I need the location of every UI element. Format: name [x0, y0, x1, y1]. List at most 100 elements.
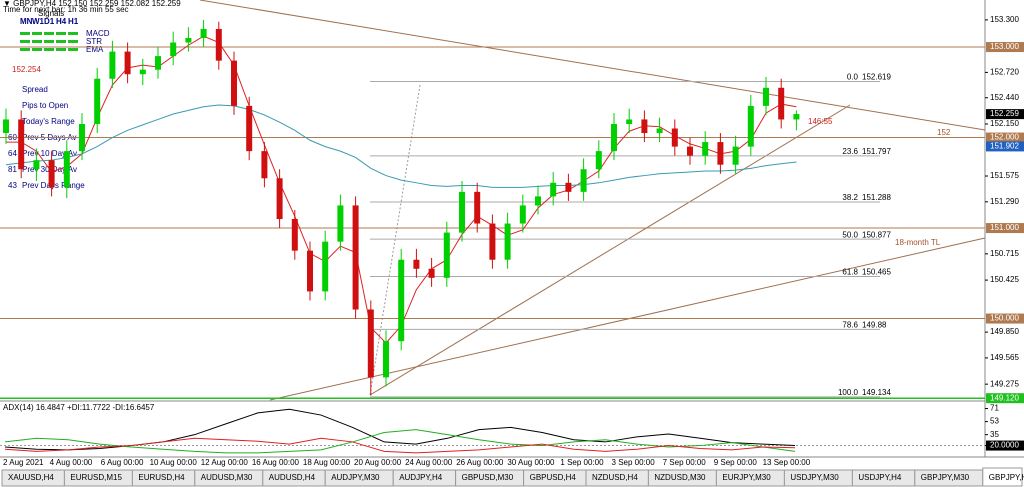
price-box	[986, 393, 1024, 404]
candle-body	[337, 205, 344, 242]
tab-label[interactable]: EURUSD,H4	[138, 473, 185, 482]
candle-body	[793, 114, 800, 120]
level-label: 152	[937, 128, 951, 137]
x-tick-label: 26 Aug 00:00	[456, 458, 504, 467]
candle-body	[428, 268, 435, 278]
candle-body	[3, 119, 9, 134]
candle-body	[519, 205, 526, 224]
fib-ratio: 23.6	[842, 147, 858, 156]
adx-level-box	[986, 440, 1024, 451]
tab-label[interactable]: XAUUSD,H4	[8, 473, 54, 482]
info-label: Prev 10 Day Av	[22, 149, 77, 158]
adx-tick-label: 35	[990, 430, 999, 439]
candle-body	[124, 51, 131, 75]
y-tick-label: 149.275	[990, 379, 1019, 388]
x-tick-label: 24 Aug 00:00	[405, 458, 453, 467]
price-box	[986, 141, 1024, 152]
fib-value: 152.619	[862, 73, 891, 82]
indicator: STR	[86, 37, 102, 46]
candle-body	[276, 178, 283, 220]
info-label: Spread	[22, 85, 48, 94]
tab-label[interactable]: GBPJPY,M30	[921, 473, 970, 482]
last-price: 152.254	[12, 65, 41, 74]
tab-label[interactable]: NZDUSD,M30	[654, 473, 706, 482]
tab-label[interactable]: GBPUSD,M30	[462, 473, 514, 482]
timer: Time for next bar: 1h 36 min 55 sec	[3, 5, 129, 14]
x-tick-label: 30 Aug 00:00	[507, 458, 555, 467]
x-tick-label: 6 Aug 00:00	[101, 458, 144, 467]
x-tick-label: 13 Sep 00:00	[763, 458, 811, 467]
candle-body	[291, 219, 298, 251]
candle-body	[215, 28, 222, 61]
tab-label[interactable]: AUDJPY,H4	[399, 473, 443, 482]
x-tick-label: 2 Aug 2021	[3, 458, 44, 467]
timeframe: MN	[20, 17, 33, 26]
signal-dash	[44, 48, 54, 51]
candle-body	[413, 259, 420, 269]
fib-value: 151.288	[862, 193, 891, 202]
candle-body	[383, 341, 389, 378]
tab-label[interactable]: NZDUSD,H4	[592, 473, 638, 482]
indicator: MACD	[86, 29, 110, 38]
x-tick-label: 7 Sep 00:00	[663, 458, 707, 467]
candle-body	[595, 151, 602, 170]
y-tick-label: 149.565	[990, 353, 1019, 362]
y-tick-label: 150.715	[990, 249, 1019, 258]
price-box	[986, 223, 1024, 234]
fib-value: 149.88	[862, 321, 887, 330]
x-tick-label: 20 Aug 00:00	[354, 458, 402, 467]
signal-dash	[32, 48, 42, 51]
signal-dash	[20, 48, 30, 51]
timeframe: D1	[44, 17, 55, 26]
y-tick-label: 149.850	[990, 327, 1019, 336]
price-box-label: 152.259	[990, 109, 1019, 118]
tab-label[interactable]: EURJPY,M30	[722, 473, 771, 482]
signal-dash	[56, 48, 66, 51]
adx-line	[4, 437, 796, 454]
info-value: 43	[8, 181, 17, 190]
candle-body	[641, 119, 648, 134]
candle-body	[550, 182, 557, 197]
candle-body	[94, 78, 101, 124]
indicator: EMA	[86, 45, 104, 54]
price-box	[986, 313, 1024, 324]
tab-label[interactable]: EURUSD,M15	[70, 473, 122, 482]
price-box	[986, 132, 1024, 143]
y-tick-label: 153.300	[990, 15, 1019, 24]
signal-dash	[68, 40, 78, 43]
y-tick-label: 150.425	[990, 275, 1019, 284]
fib-anchor	[369, 84, 421, 396]
signal-dash	[56, 40, 66, 43]
signal-dash	[32, 40, 42, 43]
tab-label[interactable]: AUDJPY,M30	[331, 473, 380, 482]
signal-dash	[44, 32, 54, 35]
fib-ratio: 0.0	[847, 73, 859, 82]
candle-body	[33, 160, 40, 170]
signal-dash	[68, 48, 78, 51]
tab-label[interactable]: GBPJPY,H4	[989, 473, 1024, 482]
y-tick-label: 152.720	[990, 68, 1019, 77]
candle-body	[732, 146, 739, 165]
signal-dash	[56, 32, 66, 35]
candle-body	[352, 205, 359, 310]
signal-dash	[44, 40, 54, 43]
info-value: 64	[8, 149, 17, 158]
candle-body	[307, 250, 313, 292]
candle-body	[18, 119, 25, 170]
candle-body	[702, 142, 709, 156]
candle-body	[261, 151, 268, 179]
signal-dash	[68, 32, 78, 35]
info-label: Today's Range	[22, 117, 75, 126]
candle-body	[535, 196, 541, 206]
tab-label[interactable]: GBPUSD,H4	[530, 473, 577, 482]
ma-line	[5, 104, 797, 188]
tab-label[interactable]: AUDUSD,H4	[269, 473, 316, 482]
y-tick-label: 151.575	[990, 171, 1019, 180]
tab-label[interactable]: USDJPY,H4	[858, 473, 902, 482]
trendline-label: 18-month TL	[895, 238, 941, 247]
adx-title: ADX(14) 16.4847 +DI:11.7722 -DI:16.6457	[3, 403, 155, 412]
tab-label[interactable]: AUDUSD,M30	[201, 473, 253, 482]
trendline-down	[199, 0, 986, 131]
tab-label[interactable]: USDJPY,M30	[790, 473, 839, 482]
tab[interactable]	[982, 467, 1023, 487]
